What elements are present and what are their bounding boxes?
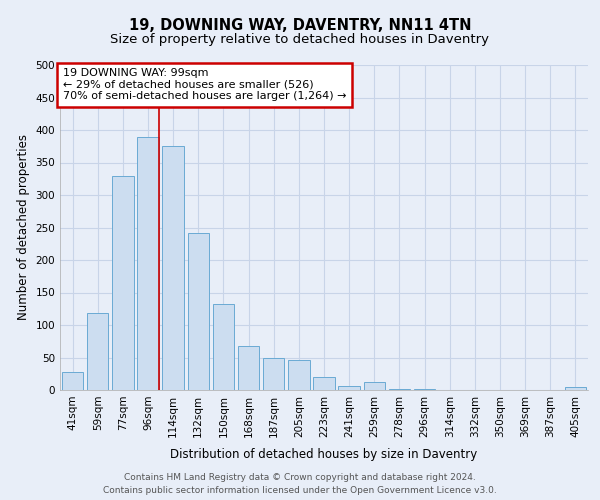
Bar (62, 372, 83, 390)
Text: 19 DOWNING WAY: 99sqm
← 29% of detached houses are smaller (526)
70% of semi-det: 19 DOWNING WAY: 99sqm ← 29% of detached … (62, 68, 346, 102)
Bar (364, 382, 385, 390)
Bar (163, 146, 184, 390)
Bar (213, 304, 234, 390)
Bar (112, 176, 134, 390)
Bar (389, 388, 410, 390)
Bar (338, 386, 360, 390)
Bar (313, 377, 335, 390)
Bar (87, 314, 109, 390)
Bar (238, 346, 259, 390)
Text: Contains HM Land Registry data © Crown copyright and database right 2024.
Contai: Contains HM Land Registry data © Crown c… (103, 474, 497, 495)
Bar (565, 387, 586, 390)
Text: Size of property relative to detached houses in Daventry: Size of property relative to detached ho… (110, 32, 490, 46)
Bar (414, 388, 435, 390)
Bar (263, 358, 284, 390)
Bar (188, 232, 209, 390)
Bar (137, 136, 158, 390)
Text: 19, DOWNING WAY, DAVENTRY, NN11 4TN: 19, DOWNING WAY, DAVENTRY, NN11 4TN (129, 18, 471, 32)
Bar (288, 360, 310, 390)
Y-axis label: Number of detached properties: Number of detached properties (17, 134, 30, 320)
X-axis label: Distribution of detached houses by size in Daventry: Distribution of detached houses by size … (170, 448, 478, 461)
